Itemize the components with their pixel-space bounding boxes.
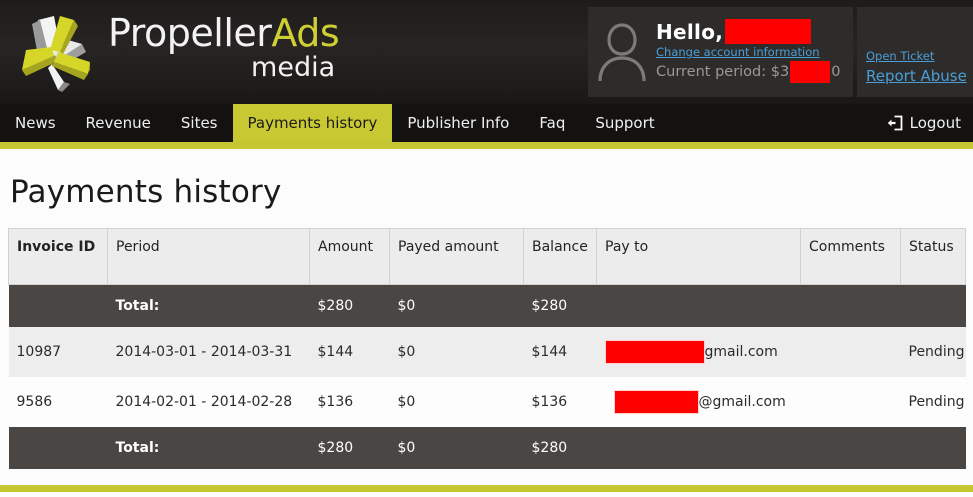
total-top-amount: $280 — [309, 284, 390, 327]
cell-invoice-id: 10987 — [8, 327, 108, 377]
report-abuse-link[interactable]: Report Abuse — [866, 67, 967, 85]
total-top-pay-to — [596, 284, 801, 327]
nav-spacer — [670, 104, 886, 142]
user-avatar-icon — [588, 7, 656, 97]
email-domain: @gmail.com — [698, 394, 786, 410]
open-ticket-link[interactable]: Open Ticket — [866, 49, 935, 63]
payments-history-table: Invoice ID Period Amount Payed amount Ba… — [8, 228, 966, 469]
cell-amount: $136 — [309, 377, 390, 427]
total-top-payed-amount: $0 — [389, 284, 524, 327]
nav-item-faq[interactable]: Faq — [539, 114, 566, 132]
cell-comments — [800, 377, 901, 427]
table-row[interactable]: 9586 2014-02-01 - 2014-02-28 $136 $0 $13… — [8, 377, 966, 427]
current-period-row: Current period: $3 0 — [656, 61, 840, 83]
column-header-comments[interactable]: Comments — [800, 228, 901, 285]
user-account-panel: Hello, Change account information Curren… — [588, 7, 853, 97]
page-content: Payments history Invoice ID Period Amoun… — [0, 149, 973, 469]
total-row-bottom: Total: $280 $0 $280 — [8, 427, 966, 469]
table-header: Invoice ID Period Amount Payed amount Ba… — [8, 228, 966, 285]
total-top-status — [900, 284, 966, 327]
main-navigation: News Revenue Sites Payments history Publ… — [0, 104, 973, 142]
total-top-comments — [800, 284, 901, 327]
current-period-label: Current period: $3 — [656, 64, 790, 80]
cell-payed-amount: $0 — [389, 377, 524, 427]
cell-period: 2014-02-01 - 2014-02-28 — [107, 377, 310, 427]
email-domain: gmail.com — [704, 344, 778, 360]
column-header-period[interactable]: Period — [107, 228, 310, 285]
cell-amount: $144 — [309, 327, 390, 377]
logout-icon — [886, 114, 904, 132]
change-account-information-link[interactable]: Change account information — [656, 45, 820, 59]
cell-status: Pending — [900, 327, 966, 377]
cell-pay-to: gmail.com — [596, 327, 801, 377]
redacted-email-local-part — [604, 340, 705, 364]
nav-item-news[interactable]: News — [15, 114, 56, 132]
column-header-invoice-id[interactable]: Invoice ID — [8, 228, 108, 285]
total-bottom-pay-to — [596, 427, 801, 469]
total-row-top: Total: $280 $0 $280 — [8, 284, 966, 327]
redacted-username — [725, 19, 812, 44]
page-title: Payments history — [10, 174, 282, 210]
cell-payed-amount: $0 — [389, 327, 524, 377]
logout-label: Logout — [909, 114, 961, 132]
total-bottom-amount: $280 — [309, 427, 390, 469]
current-period-suffix: 0 — [831, 64, 841, 80]
total-bottom-label: Total: — [107, 427, 310, 469]
nav-item-support[interactable]: Support — [595, 114, 655, 132]
table-header-row: Invoice ID Period Amount Payed amount Ba… — [8, 228, 966, 285]
greeting-text: Hello, — [656, 19, 724, 44]
nav-item-publisher-info[interactable]: Publisher Info — [407, 114, 510, 132]
total-bottom-comments — [800, 427, 901, 469]
table-row[interactable]: 10987 2014-03-01 - 2014-03-31 $144 $0 $1… — [8, 327, 966, 377]
nav-accent-bar — [0, 142, 973, 149]
total-bottom-payed-amount: $0 — [389, 427, 524, 469]
support-links-panel: Open Ticket Report Abuse — [857, 7, 973, 97]
redacted-email-local-part — [613, 390, 699, 414]
cell-period: 2014-03-01 - 2014-03-31 — [107, 327, 310, 377]
brand-name-accent: Ads — [271, 11, 340, 55]
total-top-label: Total: — [107, 284, 310, 327]
total-top-balance: $280 — [523, 284, 597, 327]
cell-comments — [800, 327, 901, 377]
site-header: PropellerAds media Hello, Change account… — [0, 0, 973, 104]
total-bottom-status — [900, 427, 966, 469]
nav-item-payments-history[interactable]: Payments history — [232, 104, 393, 142]
column-header-status[interactable]: Status — [900, 228, 966, 285]
total-top-spacer — [8, 284, 108, 327]
cell-status: Pending — [900, 377, 966, 427]
cell-invoice-id: 9586 — [8, 377, 108, 427]
column-header-balance[interactable]: Balance — [523, 228, 597, 285]
greeting-row: Hello, — [656, 19, 840, 44]
logout-button[interactable]: Logout — [886, 104, 973, 142]
column-header-pay-to[interactable]: Pay to — [596, 228, 801, 285]
propeller-logo-icon — [8, 4, 104, 100]
brand-logo[interactable]: PropellerAds media — [8, 4, 340, 100]
total-bottom-spacer — [8, 427, 108, 469]
brand-subtitle: media — [251, 52, 336, 83]
cell-pay-to: @gmail.com — [596, 377, 801, 427]
cell-balance: $144 — [523, 327, 597, 377]
cell-balance: $136 — [523, 377, 597, 427]
footer-accent-bar — [0, 485, 973, 492]
nav-item-sites[interactable]: Sites — [180, 114, 218, 132]
redacted-period-amount — [790, 61, 831, 83]
brand-name-primary: Propeller — [108, 11, 272, 55]
column-header-payed-amount[interactable]: Payed amount — [389, 228, 524, 285]
total-bottom-balance: $280 — [523, 427, 597, 469]
nav-item-revenue[interactable]: Revenue — [85, 114, 151, 132]
column-header-amount[interactable]: Amount — [309, 228, 390, 285]
table-body: Total: $280 $0 $280 10987 2014-03-01 - 2… — [8, 284, 966, 469]
